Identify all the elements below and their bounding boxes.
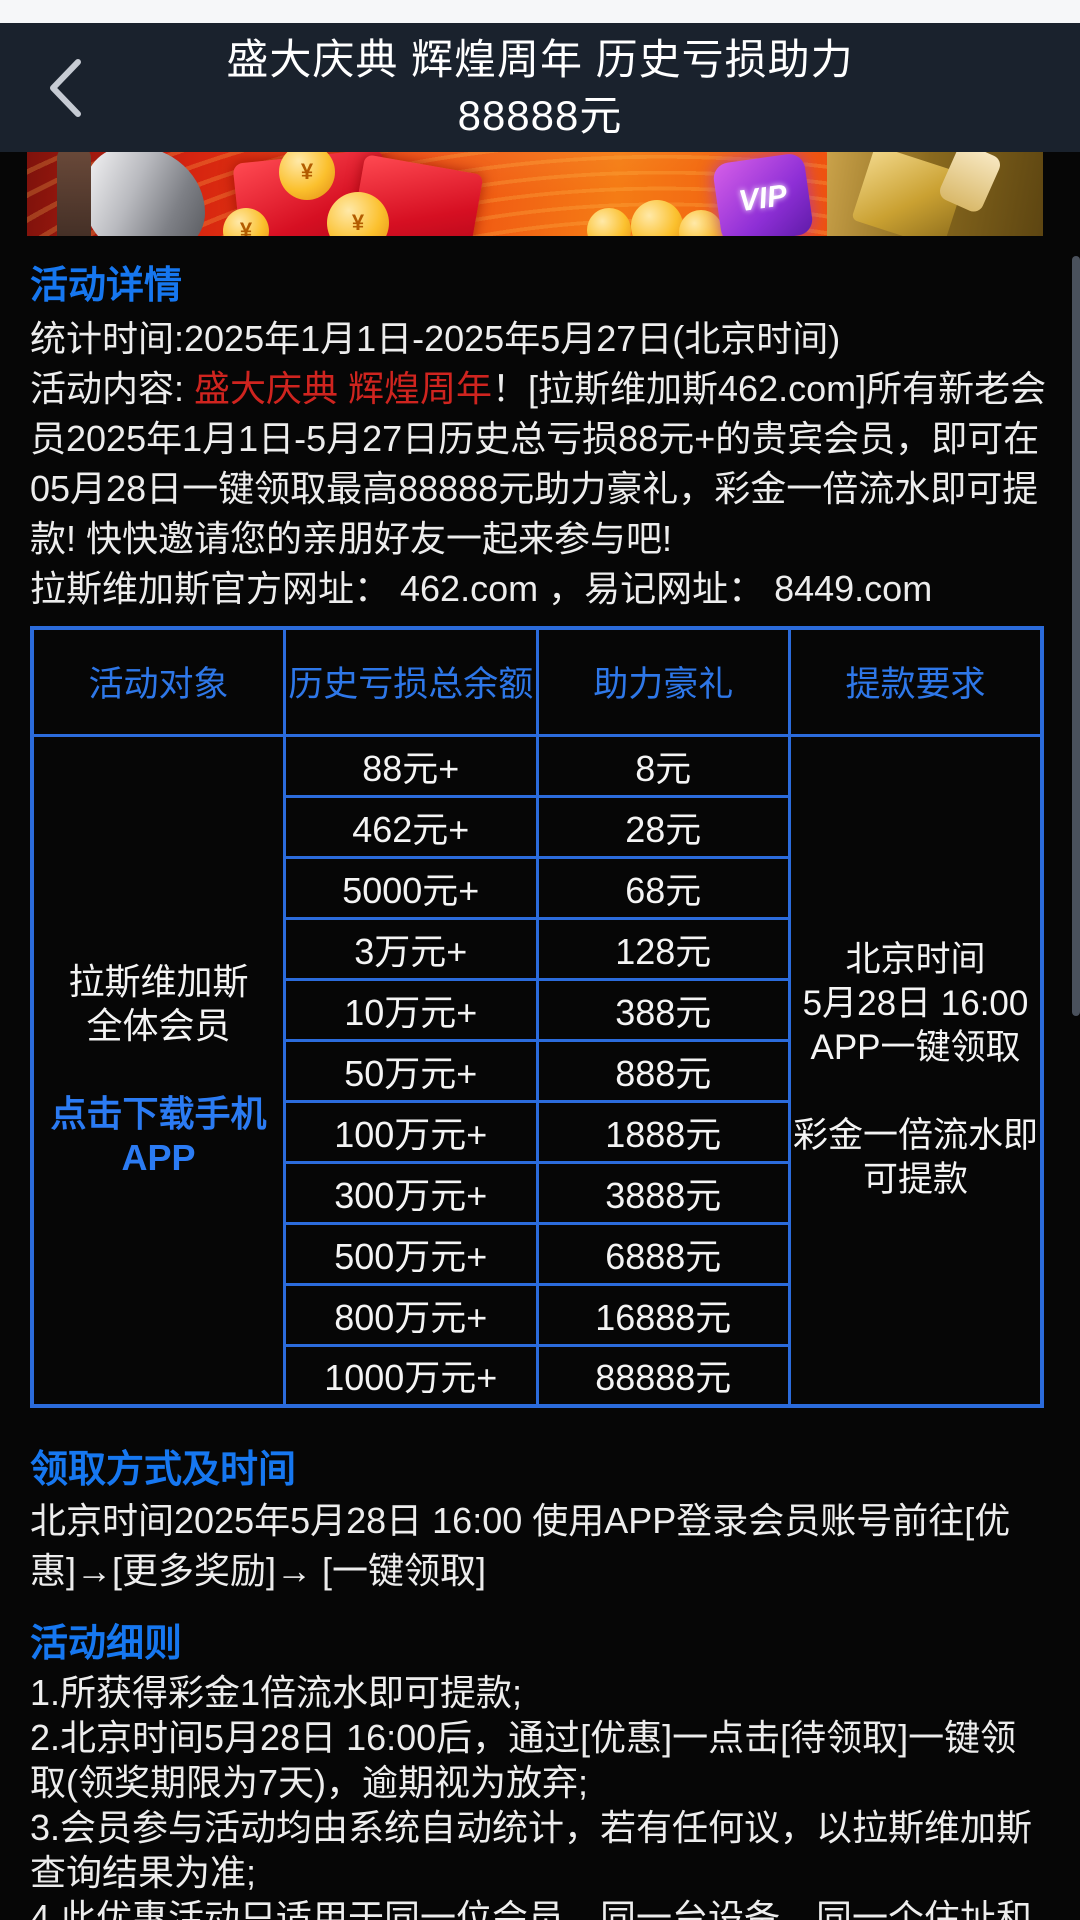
content-prefix: 活动内容: <box>30 368 195 409</box>
table-row: 462元+ 28元 <box>32 794 1042 859</box>
loss-cell: 5000元+ <box>283 855 539 920</box>
bonus-cell: 16888元 <box>535 1282 791 1347</box>
audience-text: 拉斯维加斯 全体会员 <box>68 961 249 1047</box>
prize-table: 活动对象 历史亏损总余额 助力豪礼 提款要求 拉斯维加斯 全体会员 点击下载手机… <box>30 626 1044 1408</box>
loss-cell: 10万元+ <box>283 977 539 1042</box>
vip-badge-icon: VIP <box>711 152 815 236</box>
loss-cell: 462元+ <box>283 794 539 859</box>
banner-model-figure <box>57 152 205 236</box>
gold-coin-icon: ¥ <box>279 152 335 200</box>
bonus-cell: 8元 <box>535 733 791 798</box>
section-details: 活动详情 统计时间:2025年1月1日-2025年5月27日(北京时间) 活动内… <box>30 264 1050 614</box>
loss-cell: 100万元+ <box>283 1099 539 1164</box>
status-bar <box>0 0 1080 23</box>
bonus-cell: 128元 <box>535 916 791 981</box>
claim-heading: 领取方式及时间 <box>30 1449 297 1491</box>
back-chevron-icon <box>50 58 81 117</box>
back-button[interactable] <box>30 43 100 133</box>
table-row: 拉斯维加斯 全体会员 点击下载手机APP 88元+ 8元 北京时间 5月28日 … <box>30 733 1044 1408</box>
audience-cell: 拉斯维加斯 全体会员 点击下载手机APP <box>30 733 286 1408</box>
col-header-loss: 历史亏损总余额 <box>283 626 539 737</box>
loss-cell: 300万元+ <box>283 1160 539 1225</box>
table-row: 5000元+ 68元 <box>32 855 1042 920</box>
stat-time-line: 统计时间:2025年1月1日-2025年5月27日(北京时间) <box>30 318 841 359</box>
table-row: 100万元+ 1888元 <box>32 1099 1042 1164</box>
col-header-withdraw: 提款要求 <box>788 626 1044 737</box>
page-title: 盛大庆典 辉煌周年 历史亏损助力88888元 <box>226 35 854 139</box>
details-heading: 活动详情 <box>30 265 183 307</box>
rules-heading: 活动细则 <box>30 1623 183 1665</box>
content-paragraph: 活动内容: 盛大庆典 辉煌周年！[拉斯维加斯462.com]所有新老会员2025… <box>30 364 1050 564</box>
content-rest: ！[拉斯维加斯462.com]所有新老会员2025年1月1日-5月27日历史总亏… <box>30 368 1047 559</box>
loss-cell: 800万元+ <box>283 1282 539 1347</box>
table-row: 800万元+ 16888元 <box>32 1282 1042 1347</box>
rule-item: 4.此优惠活动只适用于同一位会员，同一台设备，同一个住址和IP地址 <box>30 1897 1033 1920</box>
loss-cell: 1000万元+ <box>283 1343 539 1408</box>
table-row: 500万元+ 6888元 <box>32 1221 1042 1286</box>
col-header-audience: 活动对象 <box>30 626 286 737</box>
scrollbar-thumb[interactable] <box>1072 256 1080 1016</box>
table-row: 50万元+ 888元 <box>32 1038 1042 1103</box>
bonus-cell: 1888元 <box>535 1099 791 1164</box>
loss-cell: 50万元+ <box>283 1038 539 1103</box>
bonus-cell: 388元 <box>535 977 791 1042</box>
gold-coin-icon <box>631 200 683 236</box>
table-row: 300万元+ 3888元 <box>32 1160 1042 1225</box>
bonus-cell: 28元 <box>535 794 791 859</box>
withdraw-cell: 北京时间 5月28日 16:00 APP一键领取 彩金一倍流水即 可提款 <box>788 733 1044 1408</box>
gold-coin-icon: ¥ <box>327 192 389 236</box>
bonus-cell: 68元 <box>535 855 791 920</box>
loss-cell: 3万元+ <box>283 916 539 981</box>
rule-item: 3.会员参与活动均由系统自动统计，若有任何议，以拉斯维加斯查询结果为准; <box>30 1807 1033 1893</box>
loss-cell: 500万元+ <box>283 1221 539 1286</box>
table-header-row: 活动对象 历史亏损总余额 助力豪礼 提款要求 <box>30 626 1044 737</box>
claim-body: 北京时间2025年5月28日 16:00 使用APP登录会员账号前往[优惠]→[… <box>30 1500 1011 1591</box>
section-claim: 领取方式及时间 北京时间2025年5月28日 16:00 使用APP登录会员账号… <box>30 1448 1050 1596</box>
bonus-cell: 888元 <box>535 1038 791 1103</box>
official-site-line: 拉斯维加斯官方网址： 462.com ，易记网址： 8449.com <box>30 568 933 609</box>
loss-cell: 88元+ <box>283 733 539 798</box>
table-row: 1000万元+ 88888元 <box>32 1343 1042 1408</box>
page-content: 活动详情 统计时间:2025年1月1日-2025年5月27日(北京时间) 活动内… <box>0 264 1080 1920</box>
gift-box-icon <box>827 152 1043 236</box>
gold-coin-icon <box>587 208 631 236</box>
promo-banner-image: ¥ ¥ ¥ VIP <box>27 152 1043 236</box>
section-rules: 活动细则 1.所获得彩金1倍流水即可提款; 2.北京时间5月28日 16:00后… <box>30 1622 1050 1920</box>
app-bar: 盛大庆典 辉煌周年 历史亏损助力88888元 <box>0 23 1080 152</box>
rule-item: 1.所获得彩金1倍流水即可提款; <box>30 1672 523 1713</box>
bonus-cell: 6888元 <box>535 1221 791 1286</box>
withdraw-condition-text: 彩金一倍流水即 可提款 <box>792 1116 1038 1200</box>
table-row: 3万元+ 128元 <box>32 916 1042 981</box>
table-row: 10万元+ 388元 <box>32 977 1042 1042</box>
bonus-cell: 3888元 <box>535 1160 791 1225</box>
col-header-bonus: 助力豪礼 <box>535 626 791 737</box>
withdraw-time-text: 北京时间 5月28日 16:00 APP一键领取 <box>802 940 1029 1068</box>
rule-item: 2.北京时间5月28日 16:00后，通过[优惠]一点击[待领取]一键领取(领奖… <box>30 1717 1017 1803</box>
download-app-link[interactable]: 点击下载手机APP <box>50 1093 267 1179</box>
bonus-cell: 88888元 <box>535 1343 791 1408</box>
content-highlight: 盛大庆典 辉煌周年 <box>194 368 493 409</box>
